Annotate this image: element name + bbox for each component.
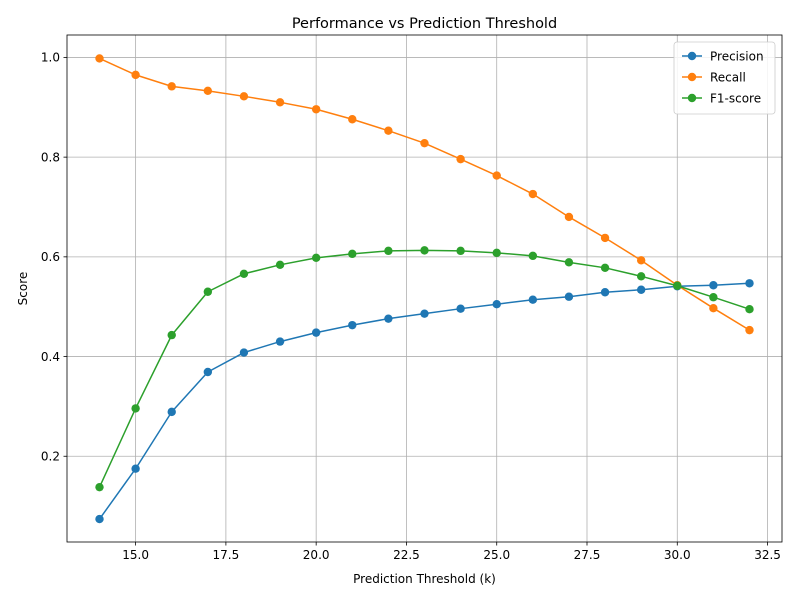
data-point-precision: [709, 281, 718, 290]
data-point-f1-score: [600, 263, 610, 273]
legend-marker-recall: [687, 72, 697, 82]
data-point-f1-score: [745, 304, 754, 314]
data-point-f1-score: [203, 287, 213, 296]
data-point-f1-score: [131, 404, 140, 413]
data-point-recall: [600, 233, 610, 243]
data-point-f1-score: [384, 246, 393, 256]
y-tick-label: 0.2: [41, 450, 60, 464]
x-tick-label: 27.5: [574, 548, 601, 562]
x-tick-label: 25.0: [483, 548, 510, 562]
y-tick-label: 0.4: [41, 350, 60, 364]
x-axis-label: Prediction Threshold (k): [353, 572, 496, 586]
data-point-f1-score: [709, 293, 718, 302]
data-point-f1-score: [275, 260, 285, 270]
data-point-f1-score: [673, 281, 682, 290]
data-point-recall: [384, 126, 393, 135]
data-point-recall: [528, 189, 538, 199]
data-point-recall: [456, 154, 465, 164]
data-point-precision: [528, 295, 538, 304]
data-point-recall: [636, 256, 646, 265]
data-point-recall: [167, 82, 176, 91]
data-point-precision: [745, 279, 754, 288]
data-point-precision: [239, 348, 249, 357]
data-point-precision: [131, 464, 140, 473]
data-point-precision: [564, 292, 574, 301]
x-tick-label: 15.0: [122, 548, 149, 562]
x-tick-label: 22.5: [393, 548, 420, 562]
data-point-precision: [95, 514, 104, 524]
data-point-f1-score: [456, 246, 465, 256]
legend-label-precision: Precision: [710, 49, 764, 63]
data-point-recall: [131, 70, 140, 80]
grid: [67, 35, 782, 542]
data-point-precision: [167, 407, 176, 417]
data-point-recall: [275, 98, 285, 107]
y-tick-label: 0.8: [41, 150, 60, 164]
data-point-f1-score: [239, 269, 249, 278]
data-point-recall: [95, 54, 104, 63]
data-point-precision: [384, 314, 393, 323]
y-axis-label: Score: [16, 272, 30, 306]
data-point-recall: [492, 171, 501, 180]
data-point-recall: [420, 138, 429, 148]
series-f1-score: [95, 246, 754, 492]
data-point-f1-score: [95, 482, 104, 492]
ticks: 15.0 17.5 20.0 22.5 25.0 27.5 30.0 32.5 0.2 0.4 0.…: [41, 51, 781, 562]
x-tick-label: 17.5: [213, 548, 240, 562]
data-point-precision: [275, 337, 285, 346]
data-point-recall: [239, 92, 249, 101]
data-point-recall: [203, 86, 213, 96]
plot-frame: [66, 34, 783, 543]
chart-title: Performance vs Prediction Threshold: [292, 16, 557, 32]
data-point-precision: [600, 288, 610, 297]
legend: Precision Recall F1-score: [673, 41, 776, 115]
data-point-recall: [709, 303, 718, 313]
data-point-f1-score: [528, 251, 538, 261]
y-tick-label: 1.0: [41, 51, 60, 65]
data-point-precision: [636, 285, 646, 294]
legend-label-f1-score: F1-score: [710, 91, 761, 105]
data-point-precision: [456, 304, 465, 313]
legend-label-recall: Recall: [710, 70, 746, 84]
data-point-precision: [420, 309, 429, 318]
data-point-f1-score: [420, 246, 429, 255]
data-point-precision: [492, 300, 501, 309]
data-point-f1-score: [311, 253, 321, 263]
x-tick-label: 30.0: [664, 548, 691, 562]
legend-box: [673, 41, 776, 115]
x-tick-label: 20.0: [303, 548, 330, 562]
data-point-precision: [311, 328, 321, 337]
y-tick-label: 0.6: [41, 250, 60, 264]
data-point-precision: [348, 320, 357, 330]
data-point-recall: [564, 212, 574, 222]
x-tick-label: 32.5: [754, 548, 781, 562]
data-point-recall: [348, 115, 357, 124]
series-layer: [95, 54, 754, 524]
data-point-f1-score: [636, 272, 646, 281]
legend-marker-precision: [687, 51, 697, 61]
data-point-f1-score: [167, 330, 176, 340]
data-point-f1-score: [564, 258, 574, 267]
data-point-f1-score: [492, 248, 501, 258]
legend-marker-f1-score: [687, 93, 697, 103]
data-point-recall: [311, 105, 321, 114]
data-point-recall: [745, 325, 754, 335]
data-point-f1-score: [348, 249, 357, 259]
data-point-precision: [203, 367, 213, 377]
